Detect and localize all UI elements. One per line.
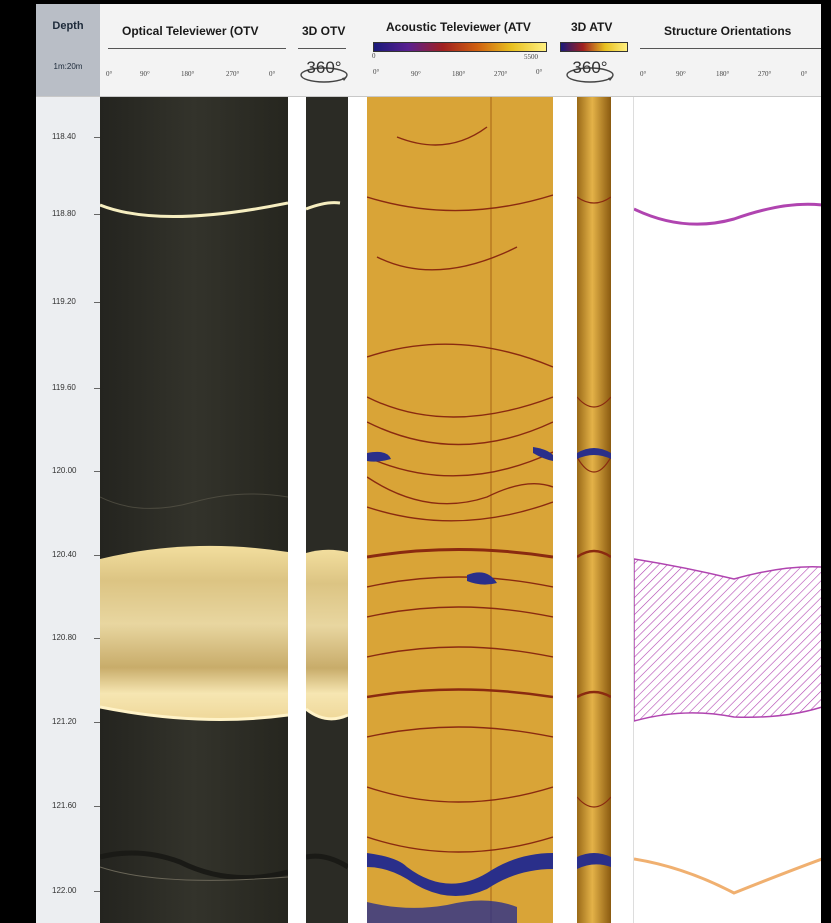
- structure-tick-360: 0°: [801, 70, 808, 78]
- depth-label: 121.60: [52, 801, 77, 810]
- atv3d-color-scale-bar: [560, 42, 628, 52]
- atv3d-track[interactable]: [577, 97, 611, 923]
- depth-label: 122.00: [52, 886, 77, 895]
- depth-label: 121.20: [52, 717, 77, 726]
- structure-orientations-plot: [634, 202, 821, 895]
- otv-tick-360: 0°: [269, 70, 276, 78]
- structure-trace: [634, 202, 821, 226]
- atv-color-scale-bar: [373, 42, 547, 52]
- depth-header: Depth 1m:20m: [36, 4, 100, 96]
- structure-trace: [634, 857, 821, 895]
- depth-label: 120.40: [52, 550, 77, 559]
- atv3d-title: 3D ATV: [571, 20, 613, 34]
- atv-tick-180: 180°: [452, 70, 466, 78]
- atv-tick-0: 0°: [373, 68, 380, 76]
- atv-scale-min: 0: [372, 52, 376, 60]
- rotate-360-icon: [566, 67, 614, 83]
- depth-label: 120.80: [52, 633, 77, 642]
- structure-tick-180: 180°: [716, 70, 730, 78]
- viewer-frame: Depth 1m:20m Optical Televiewer (OTV 0° …: [36, 4, 821, 923]
- depth-tick: [94, 891, 100, 892]
- rotate-360-icon: [300, 67, 348, 83]
- depth-title: Depth: [52, 20, 84, 32]
- atv-tick-90: 90°: [411, 70, 421, 78]
- structure-tick-90: 90°: [676, 70, 686, 78]
- structure-title: Structure Orientations: [664, 24, 792, 38]
- structure-tick-0: 0°: [640, 70, 647, 78]
- atv-scale-max: 5500: [524, 53, 538, 61]
- structure-underline: [640, 48, 821, 49]
- otv-tick-0: 0°: [106, 70, 113, 78]
- structure-track[interactable]: [633, 97, 821, 923]
- depth-tick: [94, 555, 100, 556]
- depth-tick: [94, 214, 100, 215]
- otv-tick-270: 270°: [226, 70, 240, 78]
- otv3d-badge-label: 360°: [306, 58, 342, 77]
- otv-underline: [108, 48, 286, 49]
- atv-image-track[interactable]: [367, 97, 553, 923]
- depth-label: 118.80: [52, 209, 76, 218]
- depth-tick: [94, 388, 100, 389]
- atv-image: [367, 97, 553, 923]
- otv3d-track[interactable]: [306, 97, 348, 923]
- depth-label: 120.00: [52, 466, 77, 475]
- atv-title: Acoustic Televiewer (ATV: [386, 20, 531, 34]
- depth-label: 119.20: [52, 297, 76, 306]
- atv3d-badge-label: 360°: [572, 58, 608, 77]
- otv3d-title: 3D OTV: [302, 24, 346, 38]
- depth-tick: [94, 302, 100, 303]
- otv-image-track[interactable]: [100, 97, 288, 923]
- atv3d-cylinder: [577, 97, 611, 923]
- depth-tick: [94, 638, 100, 639]
- structure-zone: [634, 558, 821, 722]
- depth-scale: 1m:20m: [53, 62, 83, 71]
- depth-tick: [94, 806, 100, 807]
- depth-track[interactable]: 118.40 118.80 119.20 119.60 120.00 120.4…: [36, 97, 101, 923]
- otv-tick-90: 90°: [140, 70, 150, 78]
- otv-title: Optical Televiewer (OTV: [122, 24, 259, 38]
- depth-label: 119.60: [52, 383, 76, 392]
- atv-tick-270: 270°: [494, 70, 508, 78]
- depth-tick: [94, 137, 100, 138]
- log-header: Depth 1m:20m Optical Televiewer (OTV 0° …: [36, 4, 821, 97]
- structure-tick-270: 270°: [758, 70, 772, 78]
- depth-tick: [94, 471, 100, 472]
- depth-tick: [94, 722, 100, 723]
- otv-tick-180: 180°: [181, 70, 195, 78]
- otv3d-underline: [298, 48, 346, 49]
- atv-tick-360: 0°: [536, 68, 543, 76]
- otv3d-rotate-badge[interactable]: 360°: [298, 56, 350, 86]
- otv-image: [100, 97, 288, 923]
- atv3d-rotate-badge[interactable]: 360°: [564, 56, 616, 86]
- depth-label: 118.40: [52, 132, 76, 141]
- otv3d-cylinder: [306, 97, 348, 923]
